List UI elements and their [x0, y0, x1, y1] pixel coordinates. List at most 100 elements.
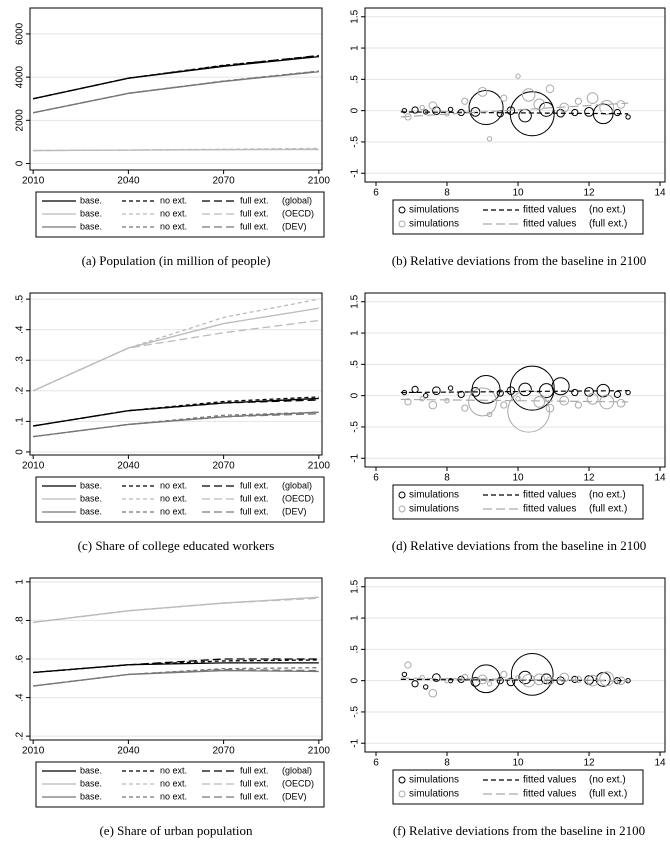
bubble	[444, 397, 450, 404]
bubble	[545, 84, 555, 94]
y-tick-label: 0	[15, 449, 26, 455]
bubble	[574, 675, 582, 684]
legend-label: no ext.	[160, 506, 187, 516]
legend-label: base.	[80, 493, 102, 503]
y-tick-label: -.5	[350, 421, 361, 433]
bubble	[461, 673, 469, 682]
legend-box	[35, 191, 325, 238]
bubble	[616, 100, 626, 109]
plot-frame	[29, 292, 323, 456]
legend-label: fitted values	[523, 219, 576, 230]
series-line	[33, 597, 319, 624]
legend-label: fitted values	[523, 504, 576, 515]
legend-note: (no ext.)	[589, 490, 626, 501]
legend-box	[35, 476, 325, 523]
bubble	[613, 108, 622, 117]
bubble	[470, 106, 481, 117]
y-tick-label: 6000	[15, 22, 26, 45]
series-line	[33, 396, 319, 427]
y-tick-label: 4000	[15, 66, 26, 89]
series-line	[33, 662, 319, 674]
y-tick-label: 1	[350, 615, 361, 621]
x-tick-label: 2010	[22, 461, 45, 472]
legend-label: full ext.	[240, 221, 269, 231]
series-line	[33, 71, 319, 114]
series-line	[33, 659, 319, 674]
legend-group: (DEV)	[282, 791, 307, 801]
bubble	[411, 106, 419, 114]
bubble	[533, 396, 546, 408]
legend-label: base.	[80, 765, 102, 775]
caption: (b) Relative deviations from the baselin…	[392, 253, 647, 268]
bubble	[428, 688, 438, 698]
bubble	[419, 104, 425, 111]
legend-group: (global)	[282, 480, 312, 490]
bubble	[506, 677, 516, 687]
plot-frame	[364, 292, 666, 468]
legend-label: simulations	[409, 775, 459, 786]
y-tick-label: .1	[15, 417, 26, 426]
plot-frame	[29, 7, 323, 171]
bubble	[559, 672, 570, 683]
y-tick-label: 1	[350, 45, 361, 51]
bubble	[496, 389, 504, 397]
legend-group: (OECD)	[282, 208, 314, 218]
bubble	[584, 386, 594, 397]
bubble	[613, 390, 622, 399]
caption: (e) Share of urban population	[99, 823, 253, 838]
legend-note: (no ext.)	[589, 775, 626, 786]
bubble	[428, 400, 438, 410]
x-tick-label: 6	[373, 473, 379, 484]
x-tick-label: 8	[444, 473, 450, 484]
x-tick-label: 2100	[308, 746, 331, 757]
x-tick-label: 12	[583, 473, 595, 484]
bubble	[486, 411, 493, 418]
series-line	[33, 55, 319, 100]
bubble	[447, 106, 454, 113]
legend-label: simulations	[409, 490, 459, 501]
x-tick-label: 2040	[117, 746, 140, 757]
series-line	[33, 399, 319, 427]
bubble	[432, 386, 441, 395]
legend-label: fitted values	[523, 789, 576, 800]
bubble	[551, 377, 570, 396]
legend-label: full ext.	[240, 195, 269, 205]
legend-label: no ext.	[160, 791, 187, 801]
x-tick-label: 8	[444, 758, 450, 769]
bubble	[500, 401, 508, 409]
y-tick-label: -1	[350, 738, 361, 747]
bubble	[477, 86, 488, 97]
legend-marker	[398, 220, 406, 228]
bubble	[518, 382, 532, 397]
y-tick-label: .8	[15, 616, 26, 625]
legend-label: base.	[80, 208, 102, 218]
bubble	[616, 398, 626, 408]
legend-marker	[398, 491, 406, 499]
bubble	[470, 676, 481, 687]
x-tick-label: 14	[654, 188, 666, 199]
x-tick-label: 2040	[117, 461, 140, 472]
bubble	[457, 390, 465, 399]
bubble	[509, 365, 555, 411]
legend-group: (DEV)	[282, 506, 307, 516]
x-tick-label: 2070	[212, 176, 235, 187]
legend-marker	[398, 790, 406, 798]
x-tick-label: 2100	[308, 461, 331, 472]
fitted-line	[400, 678, 629, 682]
legend-note: (full ext.)	[589, 504, 627, 515]
bubble	[599, 671, 615, 687]
y-tick-label: .2	[15, 732, 26, 741]
y-tick-label: -.5	[350, 706, 361, 718]
bubble	[423, 684, 429, 690]
legend-label: full ext.	[240, 778, 269, 788]
legend-label: no ext.	[160, 221, 187, 231]
bubble	[447, 385, 454, 391]
legend-group: (DEV)	[282, 221, 307, 231]
legend-note: (no ext.)	[589, 205, 626, 216]
y-tick-label: 0	[15, 160, 26, 166]
y-tick-label: 1.5	[350, 9, 361, 23]
caption: (d) Relative deviations from the baselin…	[392, 538, 647, 553]
series-line	[33, 411, 319, 438]
series-line	[33, 147, 319, 152]
